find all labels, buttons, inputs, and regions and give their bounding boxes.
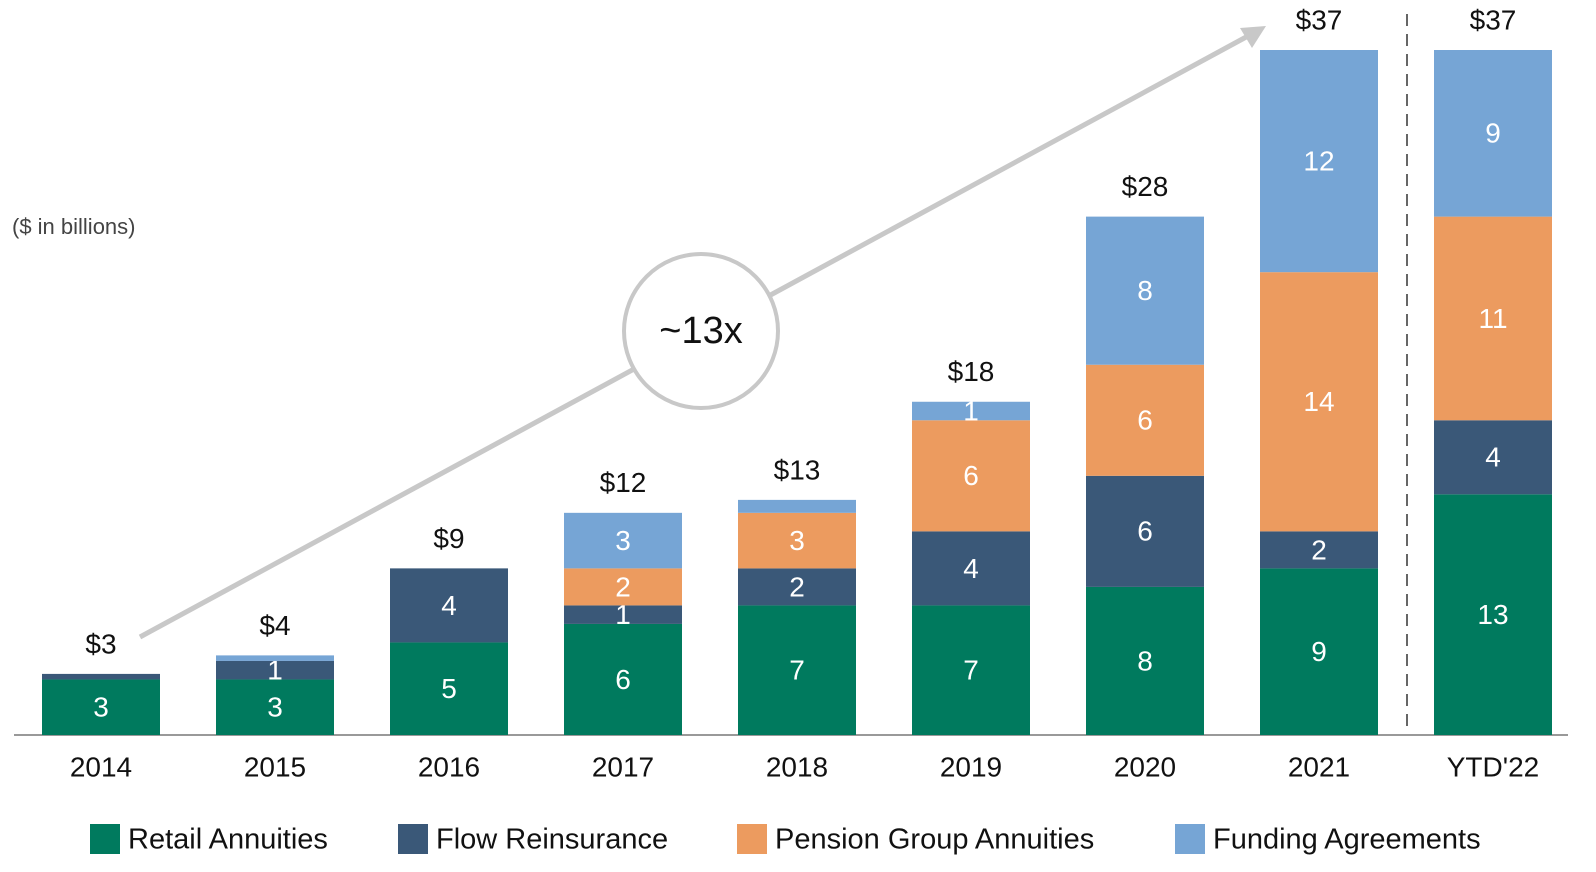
value-label: 3 [615, 525, 631, 556]
x-tick-label: 2014 [70, 751, 132, 782]
bar-segment [1260, 568, 1378, 735]
bar-segment [738, 605, 856, 735]
legend-label: Retail Annuities [128, 824, 328, 856]
legend-swatch [90, 824, 120, 854]
value-label: 9 [1485, 118, 1501, 149]
value-label: 2 [615, 571, 631, 602]
bar-segment [912, 605, 1030, 735]
x-tick-label: 2019 [940, 751, 1002, 782]
bar-segment [912, 401, 1030, 421]
bar-segment [1434, 420, 1552, 495]
total-label: $37 [1470, 4, 1517, 35]
arrow-head [1240, 26, 1266, 48]
value-label: 3 [789, 525, 805, 556]
bar-segment [1086, 364, 1204, 476]
x-tick-label: 2015 [244, 751, 306, 782]
bar-segment [1086, 216, 1204, 365]
value-label: 3 [93, 692, 109, 723]
value-label: 1 [267, 655, 283, 686]
legend-label: Pension Group Annuities [775, 824, 1094, 856]
total-label: $28 [1122, 171, 1169, 202]
annotation: ~13x [659, 310, 742, 352]
legend-label: Flow Reinsurance [436, 824, 668, 856]
value-label: 6 [615, 664, 631, 695]
bar-segment [42, 673, 160, 680]
total-label: $3 [85, 628, 116, 659]
value-label: 11 [1478, 303, 1507, 334]
total-label: $9 [433, 523, 464, 554]
bar-segment [216, 660, 334, 680]
total-label: $13 [774, 454, 821, 485]
value-label: 7 [963, 655, 979, 686]
value-label: 5 [441, 673, 457, 704]
bar-segment [564, 623, 682, 735]
bar-segment [1434, 50, 1552, 217]
x-tick-label: 2021 [1288, 751, 1350, 782]
x-tick-label: 2020 [1114, 751, 1176, 782]
total-label: $4 [259, 610, 290, 641]
bar-segment [1086, 586, 1204, 735]
total-label: $18 [948, 356, 995, 387]
value-label: 2 [789, 571, 805, 602]
value-label: 9 [1311, 636, 1327, 667]
bar-segment [1260, 50, 1378, 273]
value-label: 2 [1311, 534, 1327, 565]
bar-segment [564, 605, 682, 624]
value-label: 8 [1137, 275, 1153, 306]
bar-segment [1260, 531, 1378, 569]
value-label: 6 [1137, 405, 1153, 436]
legend-swatch [737, 824, 767, 854]
total-label: $37 [1296, 4, 1343, 35]
bar-segment [390, 642, 508, 735]
subtitle: ($ in billions) [12, 214, 136, 239]
value-label: 14 [1303, 386, 1334, 417]
x-tick-label: 2016 [418, 751, 480, 782]
bar-segment [390, 568, 508, 643]
bar-segment [738, 512, 856, 569]
value-label: 1 [615, 599, 631, 630]
bar-segment [1260, 272, 1378, 532]
value-label: 13 [1477, 599, 1508, 630]
value-label: 6 [963, 460, 979, 491]
bar-segment [1434, 216, 1552, 421]
value-label: 4 [441, 590, 457, 621]
value-label: 4 [1485, 442, 1501, 473]
bar-segment [738, 499, 856, 513]
bar-segment [912, 531, 1030, 606]
bar-segment [1434, 494, 1552, 735]
x-tick-label: YTD'22 [1447, 751, 1540, 782]
bar-segment [738, 568, 856, 606]
value-label: 8 [1137, 645, 1153, 676]
bar-segment [912, 420, 1030, 532]
legend-swatch [398, 824, 428, 854]
x-tick-label: 2018 [766, 751, 828, 782]
value-label: 3 [267, 692, 283, 723]
total-label: $12 [600, 467, 647, 498]
bar-segment [42, 679, 160, 735]
value-label: 4 [963, 553, 979, 584]
bar-segment [564, 512, 682, 569]
bar-segment [564, 568, 682, 606]
bar-segment [216, 655, 334, 661]
x-tick-label: 2017 [592, 751, 654, 782]
legend-swatch [1175, 824, 1205, 854]
value-label: 7 [789, 655, 805, 686]
legend-label: Funding Agreements [1213, 824, 1481, 856]
bar-segment [216, 679, 334, 735]
value-label: 1 [963, 395, 979, 426]
bar-segment [1086, 475, 1204, 587]
value-label: 12 [1303, 145, 1334, 176]
annotation-circle [622, 252, 780, 410]
value-label: 6 [1137, 516, 1153, 547]
